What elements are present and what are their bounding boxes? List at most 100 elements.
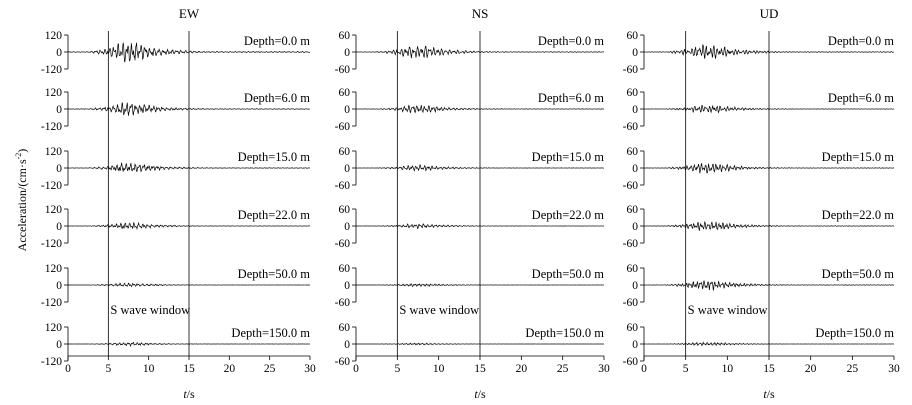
panel-title: NS [472,6,489,21]
depth-label: Depth=22.0 m [822,208,895,222]
x-tick-label: 30 [598,363,610,375]
acceleration-trace [643,163,895,174]
acceleration-trace [67,102,311,116]
x-tick-label: 15 [474,363,486,375]
trace-row: 60 0 -60 Depth=15.0 m [335,146,605,192]
y-tick-label: 0 [344,280,350,292]
y-tick-label: 60 [339,30,351,42]
y-tick-label: 0 [56,47,62,59]
trace-row: 120 0 -120 Depth=22.0 m [41,204,310,250]
x-tick-label: 20 [224,363,236,375]
y-tick-label: 120 [45,263,63,275]
y-tick-label: 120 [45,322,63,334]
acceleration-trace [643,43,895,60]
trace-row: 60 0 -60 Depth=150.0 m [623,322,895,368]
y-tick-label: 60 [627,87,639,99]
acceleration-trace [644,341,895,346]
y-tick-label: 0 [344,47,350,59]
trace-row: 120 0 -120 Depth=15.0 m [41,146,310,192]
depth-label: Depth=6.0 m [244,91,310,105]
x-axis-label: t/s [474,387,486,401]
x-tick-label: 5 [105,363,111,375]
y-tick-label: -60 [335,121,351,133]
x-tick-label: 25 [264,363,276,375]
y-axis-label-superscript: -2 [14,153,23,160]
y-tick-label: 0 [632,280,638,292]
y-tick-label: -60 [335,180,351,192]
s-wave-window-label: S wave window [110,303,190,317]
y-tick-label: 60 [627,146,639,158]
x-tick-label: 15 [763,363,775,375]
acceleration-trace [67,221,311,230]
acceleration-trace [643,104,895,114]
y-tick-label: 0 [56,163,62,175]
y-tick-label: 60 [339,87,351,99]
depth-label: Depth=15.0 m [238,150,311,164]
trace-row: 120 0 -120 Depth=0.0 m [41,30,310,76]
y-tick-label: 0 [632,339,638,351]
y-tick-label: 0 [632,104,638,116]
trace-row: 60 0 -60 Depth=0.0 m [335,30,605,76]
trace-row: 60 0 -60 Depth=15.0 m [623,146,895,192]
y-tick-label: -60 [623,356,639,368]
x-tick-label: 5 [394,363,400,375]
acceleration-trace [355,223,605,230]
y-tick-label: 60 [627,263,639,275]
x-tick-label: 25 [847,363,859,375]
y-axis-label-close: ) [15,149,29,153]
x-tick-label: 10 [722,363,734,375]
x-axis: 0 5 10 15 20 25 30 t/s [641,355,900,401]
panel-title: EW [179,6,200,21]
trace-row: 120 0 -120 Depth=6.0 m [41,87,310,133]
acceleration-trace [355,342,605,346]
y-tick-label: 60 [627,204,639,216]
y-tick-label: 0 [56,339,62,351]
x-tick-label: 30 [304,363,316,375]
shared-axis-labels: Acceleration/(cm·s-2) [14,149,29,252]
y-tick-label: 60 [339,263,351,275]
y-tick-label: -60 [623,121,639,133]
y-tick-label: -120 [41,180,62,192]
trace-row: 60 0 -60 Depth=22.0 m [623,204,895,250]
x-tick-label: 10 [143,363,155,375]
depth-label: Depth=22.0 m [238,208,311,222]
y-tick-label: -60 [335,297,351,309]
y-tick-label: -60 [623,180,639,192]
acceleration-trace [67,42,311,63]
depth-label: Depth=15.0 m [822,150,895,164]
s-wave-window-label: S wave window [399,303,479,317]
y-tick-label: -60 [623,297,639,309]
depth-label: Depth=150.0 m [231,326,310,340]
y-tick-label: -60 [335,356,351,368]
y-tick-label: 0 [344,221,350,233]
y-tick-label: -120 [41,64,62,76]
trace-row: 60 0 -60 Depth=0.0 m [623,30,895,76]
depth-label: Depth=0.0 m [538,34,604,48]
x-axis: 0 5 10 15 20 25 30 t/s [353,355,610,401]
y-tick-label: 0 [632,47,638,59]
x-tick-label: 25 [557,363,569,375]
x-tick-label: 20 [805,363,817,375]
acceleration-trace [67,341,311,348]
y-tick-label: -120 [41,121,62,133]
x-tick-label: 30 [888,363,900,375]
depth-label: Depth=0.0 m [828,34,894,48]
y-tick-label: 0 [56,221,62,233]
x-tick-label: 15 [183,363,195,375]
acceleration-trace [355,104,605,114]
y-tick-label: 60 [627,30,639,42]
y-tick-label: 0 [56,280,62,292]
depth-label: Depth=22.0 m [532,208,605,222]
depth-label: Depth=6.0 m [538,91,604,105]
x-tick-label: 20 [516,363,528,375]
y-axis-label: Acceleration/(cm·s-2) [14,149,29,252]
y-tick-label: -120 [41,297,62,309]
s-wave-window-label: S wave window [688,303,768,317]
x-axis-label: t/s [763,387,775,401]
y-tick-label: 0 [632,221,638,233]
y-tick-label: 120 [45,87,63,99]
